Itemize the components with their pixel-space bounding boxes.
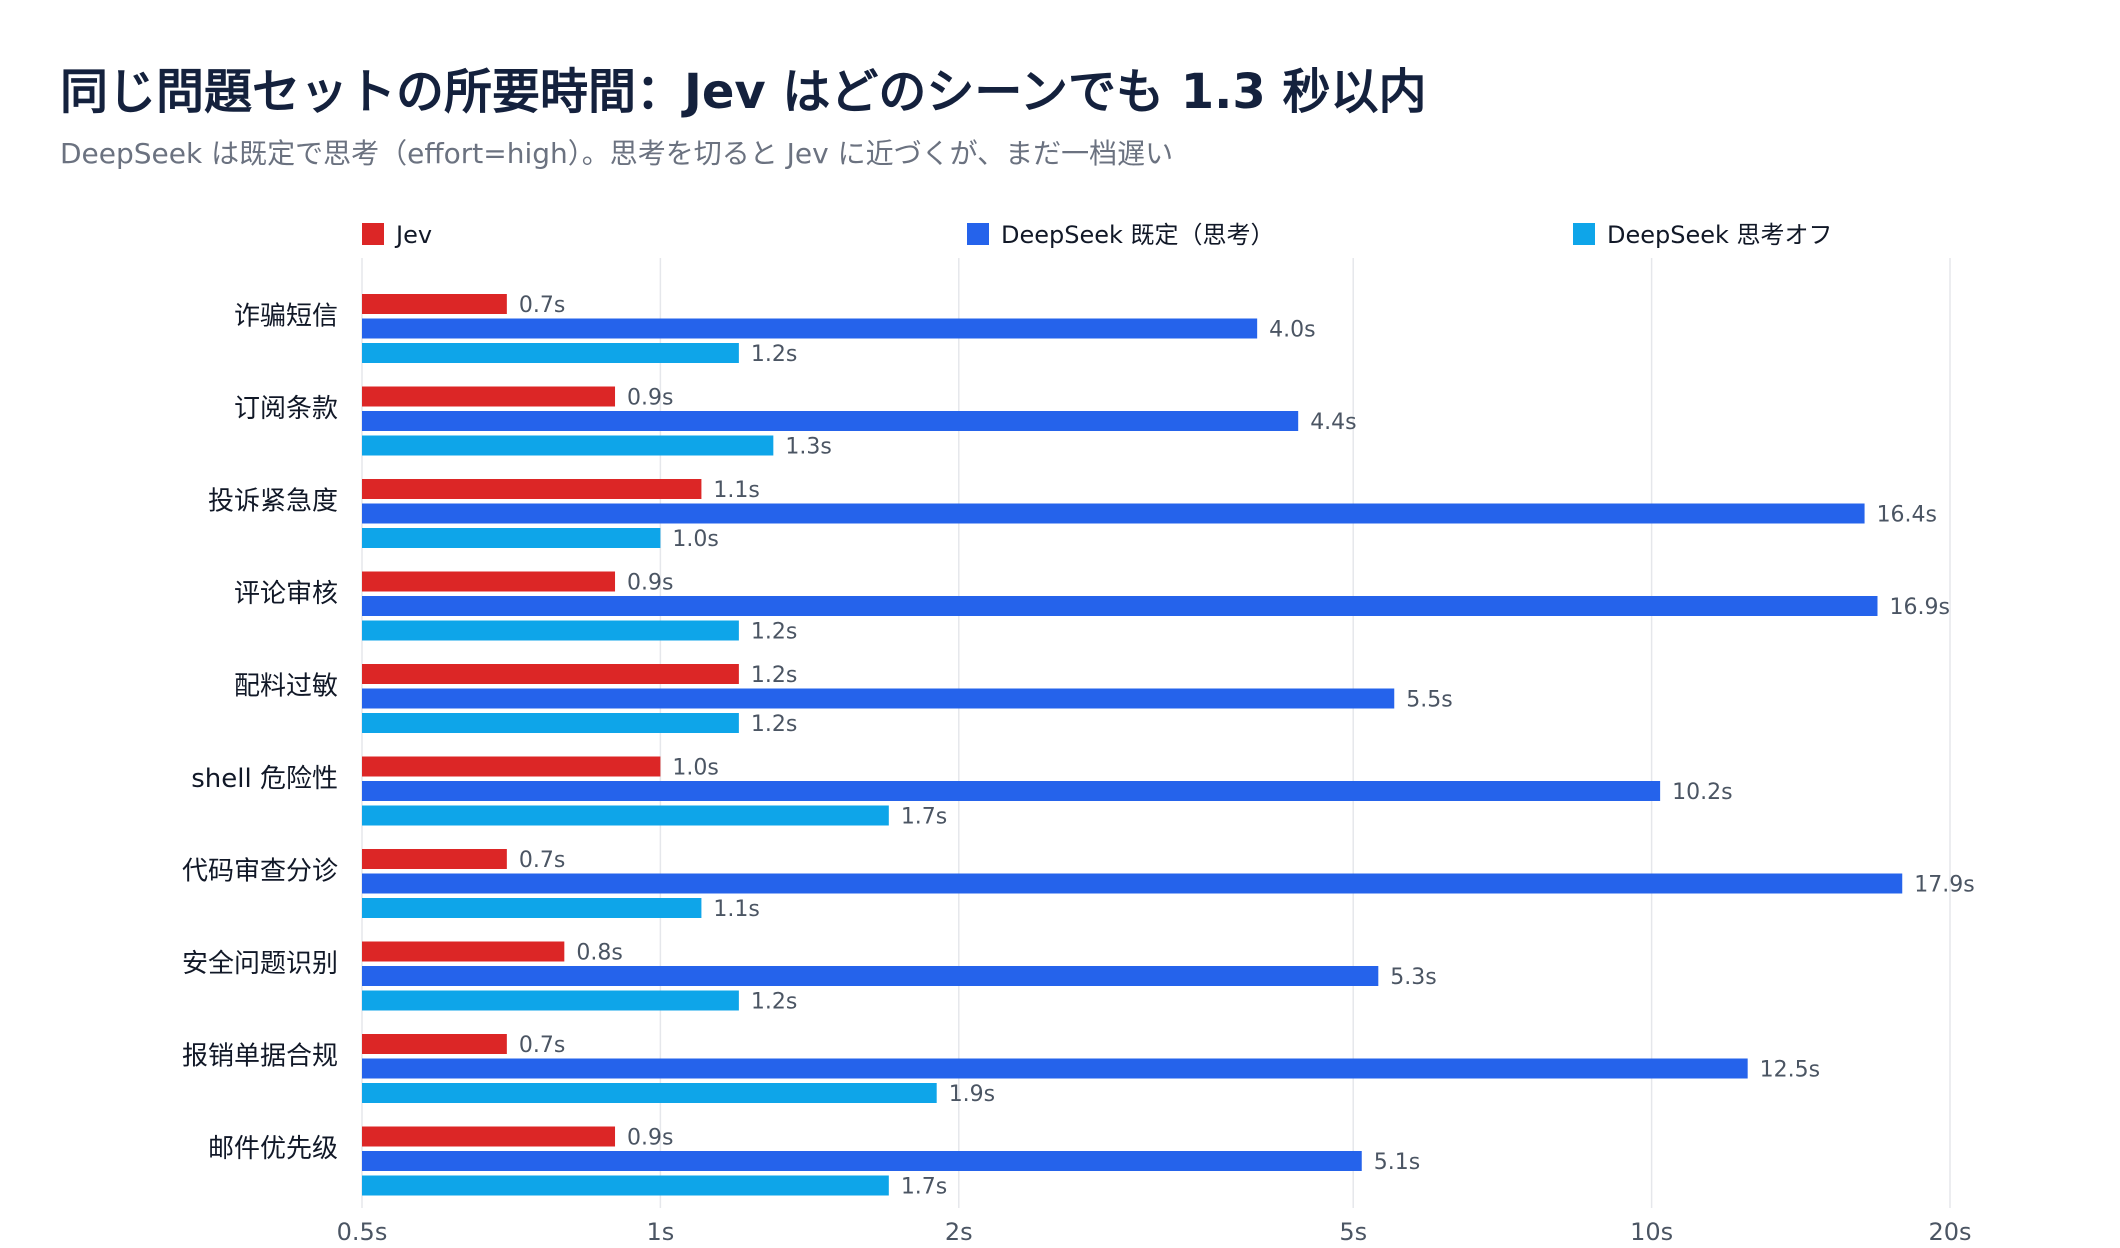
value-label: 1.2s — [751, 342, 797, 367]
value-label: 4.0s — [1269, 318, 1315, 343]
category-label: 诈骗短信 — [234, 302, 338, 332]
value-label: 1.7s — [901, 1175, 947, 1200]
bar-jev-1 — [362, 386, 616, 407]
bar-jev-6 — [362, 849, 507, 869]
category-label: 报销单据合规 — [182, 1042, 338, 1072]
legend-swatch-1 — [967, 223, 989, 245]
value-label: 10.2s — [1672, 780, 1732, 805]
legend-label-1: DeepSeek 既定（思考） — [1001, 221, 1275, 249]
category-label: 评论审核 — [234, 579, 338, 609]
bars — [362, 294, 1903, 1196]
bar-deepseek-8 — [362, 1058, 1748, 1079]
value-label: 1.3s — [785, 435, 831, 460]
x-tick-label: 0.5s — [337, 1218, 388, 1246]
category-label: 配料过敏 — [234, 672, 338, 702]
bar-deepseek-3 — [362, 596, 1878, 616]
value-label: 4.4s — [1310, 410, 1356, 435]
bar-deepseek-5 — [362, 781, 1661, 801]
legend-label-0: Jev — [394, 221, 432, 249]
category-label: 邮件优先级 — [208, 1134, 338, 1164]
x-axis: 0.5s 1s 2s 5s 10s 20s — [337, 1218, 1972, 1246]
value-label: 5.5s — [1406, 688, 1452, 713]
value-label: 0.9s — [627, 386, 673, 411]
bar-jev-5 — [362, 756, 661, 777]
value-label: 1.1s — [713, 897, 759, 922]
bar-jev-3 — [362, 571, 616, 592]
bar-deepseek-3 — [362, 620, 739, 641]
x-tick-label: 1s — [646, 1218, 674, 1246]
bar-deepseek-8 — [362, 1083, 937, 1103]
value-label: 0.9s — [627, 571, 673, 596]
bar-jev-7 — [362, 941, 565, 962]
category-label: shell 危险性 — [191, 764, 338, 794]
bar-deepseek-4 — [362, 688, 1395, 709]
bar-deepseek-4 — [362, 713, 739, 733]
bar-jev-8 — [362, 1034, 507, 1054]
value-label: 1.9s — [949, 1082, 995, 1107]
x-tick-label: 5s — [1339, 1218, 1367, 1246]
legend-swatch-2 — [1573, 223, 1595, 245]
bar-jev-4 — [362, 664, 739, 684]
category-label: 安全问题识别 — [182, 949, 338, 979]
value-label: 5.1s — [1374, 1150, 1420, 1175]
value-label: 0.7s — [519, 848, 565, 873]
value-label: 1.0s — [672, 527, 718, 552]
bar-jev-2 — [362, 479, 702, 499]
bar-deepseek-2 — [362, 528, 661, 548]
bar-deepseek-1 — [362, 435, 774, 456]
value-label: 1.0s — [672, 756, 718, 781]
x-tick-label: 10s — [1630, 1218, 1673, 1246]
bar-deepseek-9 — [362, 1151, 1362, 1171]
value-label: 16.9s — [1889, 595, 1949, 620]
chart-subtitle: DeepSeek は既定で思考（effort=high）。思考を切ると Jev … — [60, 137, 1174, 170]
value-label: 1.7s — [901, 805, 947, 830]
value-label: 0.7s — [519, 293, 565, 318]
value-label: 1.2s — [751, 990, 797, 1015]
value-label: 16.4s — [1877, 503, 1937, 528]
value-label: 1.2s — [751, 712, 797, 737]
bar-deepseek-0 — [362, 343, 739, 363]
value-label: 1.2s — [751, 663, 797, 688]
chart-title: 同じ問題セットの所要時間：Jev はどのシーンでも 1.3 秒以内 — [60, 64, 1427, 120]
value-label: 0.8s — [576, 941, 622, 966]
bar-deepseek-2 — [362, 503, 1865, 524]
bar-deepseek-5 — [362, 805, 889, 826]
value-label: 12.5s — [1760, 1058, 1820, 1083]
category-label: 投诉紧急度 — [208, 487, 338, 517]
bar-deepseek-7 — [362, 990, 739, 1011]
bar-deepseek-7 — [362, 966, 1379, 986]
category-label: 订阅条款 — [234, 394, 338, 424]
legend-label-2: DeepSeek 思考オフ — [1607, 221, 1833, 249]
x-tick-label: 20s — [1928, 1218, 1971, 1246]
bar-deepseek-9 — [362, 1175, 889, 1196]
value-label: 0.7s — [519, 1033, 565, 1058]
value-label: 1.2s — [751, 620, 797, 645]
value-label: 17.9s — [1914, 873, 1974, 898]
legend-swatch-0 — [362, 223, 384, 245]
bar-jev-0 — [362, 294, 507, 314]
category-label: 代码审查分诊 — [182, 857, 338, 887]
bar-deepseek-6 — [362, 898, 702, 918]
bar-deepseek-1 — [362, 411, 1299, 431]
value-label: 5.3s — [1390, 965, 1436, 990]
legend: Jev DeepSeek 既定（思考） DeepSeek 思考オフ — [362, 221, 1833, 249]
value-labels: 0.7s 4.0s 1.2s 0.9s 4.4s 1.3s 1.1s 16.4s 1.0s 0.9… — [519, 293, 1975, 1200]
bar-deepseek-0 — [362, 318, 1258, 339]
bar-jev-9 — [362, 1126, 616, 1147]
value-label: 0.9s — [627, 1126, 673, 1151]
bar-deepseek-6 — [362, 873, 1903, 894]
x-tick-label: 2s — [945, 1218, 973, 1246]
value-label: 1.1s — [713, 478, 759, 503]
